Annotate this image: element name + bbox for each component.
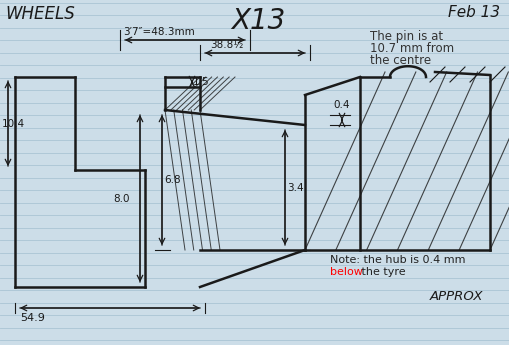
- Text: WHEELS: WHEELS: [5, 5, 75, 23]
- Text: 3.4: 3.4: [287, 183, 303, 193]
- Text: 10.7 mm from: 10.7 mm from: [369, 42, 453, 55]
- Text: 6.8: 6.8: [164, 175, 180, 185]
- Text: 38.8½: 38.8½: [210, 40, 243, 50]
- Text: Note: the hub is 0.4 mm: Note: the hub is 0.4 mm: [329, 255, 465, 265]
- Text: 8.0: 8.0: [114, 194, 130, 204]
- Text: 0.4: 0.4: [333, 100, 350, 110]
- Text: 3′7″=48.3mm: 3′7″=48.3mm: [123, 27, 194, 37]
- Text: 1.5: 1.5: [192, 77, 209, 87]
- Text: Feb 13: Feb 13: [447, 5, 499, 20]
- Text: below: below: [329, 267, 362, 277]
- Text: the tyre: the tyre: [357, 267, 405, 277]
- Text: 54.9: 54.9: [20, 313, 45, 323]
- Text: 10.4: 10.4: [2, 118, 25, 128]
- Text: the centre: the centre: [369, 54, 430, 67]
- Text: The pin is at: The pin is at: [369, 30, 442, 43]
- Text: APPROX: APPROX: [429, 290, 483, 303]
- Text: X13: X13: [231, 7, 285, 35]
